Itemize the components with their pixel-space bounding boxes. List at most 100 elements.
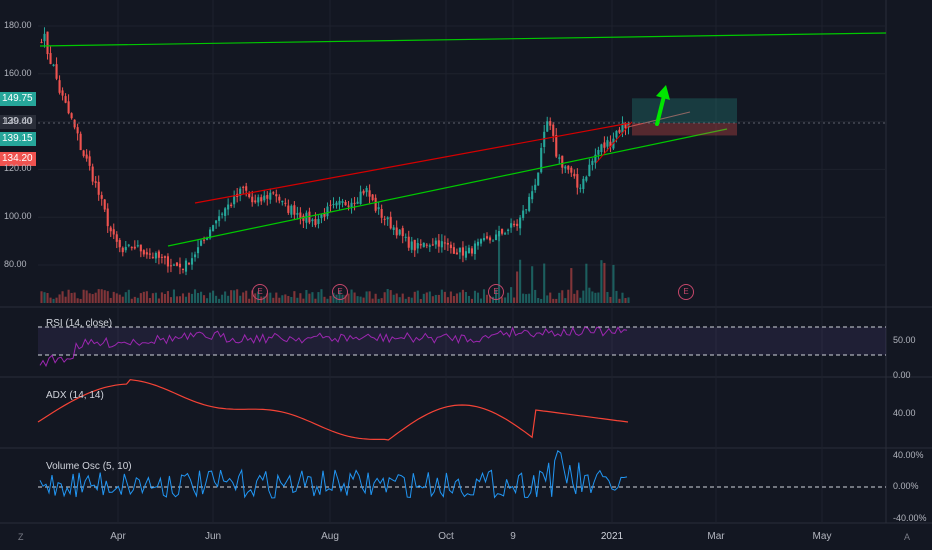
volume-bar bbox=[452, 296, 455, 303]
volume-bar bbox=[145, 291, 148, 303]
rsi-line bbox=[39, 326, 628, 368]
volume-bar bbox=[437, 294, 440, 303]
volume-bar bbox=[350, 289, 353, 303]
candle-body bbox=[212, 225, 215, 232]
candle-body bbox=[284, 202, 287, 204]
earnings-marker[interactable]: E bbox=[678, 284, 694, 300]
candle-body bbox=[203, 239, 206, 241]
auto-scale-icon[interactable]: A bbox=[904, 532, 911, 542]
time-label: Mar bbox=[707, 531, 725, 542]
candle-body bbox=[455, 252, 458, 255]
volume-bar bbox=[203, 295, 206, 303]
candle-body bbox=[624, 123, 627, 129]
candle-body bbox=[570, 167, 573, 173]
candle-body bbox=[142, 250, 145, 255]
volume-bar bbox=[299, 293, 302, 303]
volume-bar bbox=[124, 292, 127, 303]
candle-body bbox=[368, 190, 371, 197]
volume-bar bbox=[70, 292, 73, 303]
adx-axis-40: 40.00 bbox=[893, 408, 916, 418]
volume-bar bbox=[624, 298, 627, 303]
candle-body bbox=[221, 213, 224, 215]
price-axis-label: 140.00 bbox=[4, 115, 32, 126]
volume-bar bbox=[187, 292, 191, 303]
volume-bar bbox=[169, 297, 172, 303]
rsi-label[interactable]: RSI (14, close) bbox=[46, 318, 113, 329]
candle-body bbox=[115, 234, 118, 242]
volume-bar bbox=[392, 294, 395, 303]
volume-bar bbox=[242, 292, 245, 303]
candle-body bbox=[410, 241, 413, 250]
volume-bar bbox=[621, 292, 624, 303]
candle-body bbox=[46, 31, 49, 55]
earnings-marker[interactable]: E bbox=[252, 284, 268, 300]
volume-bar bbox=[43, 292, 46, 303]
volume-bar bbox=[118, 294, 121, 303]
volume-bar bbox=[323, 296, 326, 303]
candle-body bbox=[257, 197, 260, 203]
volume-bar bbox=[386, 289, 389, 303]
rsi-band bbox=[38, 327, 886, 355]
candle-body bbox=[428, 245, 431, 247]
price-tag-crosshair: 139.40 bbox=[0, 115, 36, 129]
timezone-icon[interactable]: Z bbox=[18, 532, 24, 542]
volume-bar bbox=[425, 292, 428, 303]
candle-body bbox=[323, 212, 326, 217]
candle-body bbox=[516, 223, 519, 226]
earnings-marker[interactable]: E bbox=[488, 284, 504, 300]
time-label: Jun bbox=[204, 531, 222, 542]
volume-bar bbox=[446, 297, 449, 303]
candle-body bbox=[561, 155, 564, 168]
volume-bar bbox=[293, 291, 296, 303]
time-label: 9 bbox=[510, 531, 516, 542]
volume-bar bbox=[248, 298, 251, 303]
candle-body bbox=[136, 245, 139, 247]
candle-body bbox=[118, 240, 121, 248]
candle-body bbox=[347, 205, 350, 207]
candle-body bbox=[311, 219, 314, 222]
candle-body bbox=[109, 227, 112, 232]
volume-bar bbox=[275, 292, 278, 303]
volosc-label[interactable]: Volume Osc (5, 10) bbox=[46, 461, 132, 472]
volume-bar bbox=[139, 293, 142, 303]
candle-body bbox=[76, 127, 79, 134]
candle-body bbox=[317, 218, 320, 224]
candle-body bbox=[485, 236, 489, 239]
earnings-marker[interactable]: E bbox=[332, 284, 348, 300]
candle-body bbox=[419, 244, 422, 246]
volosc-axis-0: 0.00% bbox=[893, 481, 919, 491]
volume-bar bbox=[227, 295, 230, 303]
candle-body bbox=[540, 147, 543, 173]
time-label: May bbox=[812, 531, 832, 542]
volume-bar bbox=[507, 292, 510, 303]
candle-body bbox=[567, 165, 570, 170]
candle-body bbox=[329, 204, 332, 206]
volume-bar bbox=[467, 295, 471, 303]
volume-bar bbox=[470, 298, 474, 303]
volume-bar bbox=[576, 290, 579, 303]
price-tag-stop: 134.20 bbox=[0, 152, 36, 166]
candle-body bbox=[555, 135, 558, 157]
candle-body bbox=[416, 243, 419, 249]
candle-body bbox=[588, 164, 591, 177]
volume-bar bbox=[88, 293, 91, 303]
candle-body bbox=[82, 150, 85, 156]
volume-bar bbox=[73, 292, 76, 303]
volume-bar bbox=[175, 296, 179, 303]
candle-body bbox=[215, 220, 218, 224]
volume-bar bbox=[561, 290, 564, 303]
candle-body bbox=[510, 223, 513, 228]
resistance-trendline bbox=[194, 122, 631, 204]
adx-label[interactable]: ADX (14, 14) bbox=[46, 390, 104, 401]
candle-body bbox=[594, 154, 597, 163]
candle-body bbox=[582, 178, 585, 189]
volume-bar bbox=[218, 298, 221, 303]
candle-body bbox=[362, 190, 365, 194]
volume-bar bbox=[55, 297, 58, 303]
volume-bar bbox=[627, 297, 630, 303]
volume-bar bbox=[347, 293, 350, 303]
volume-bar bbox=[163, 293, 166, 303]
volume-bar bbox=[419, 298, 422, 303]
volume-bar bbox=[148, 297, 151, 303]
